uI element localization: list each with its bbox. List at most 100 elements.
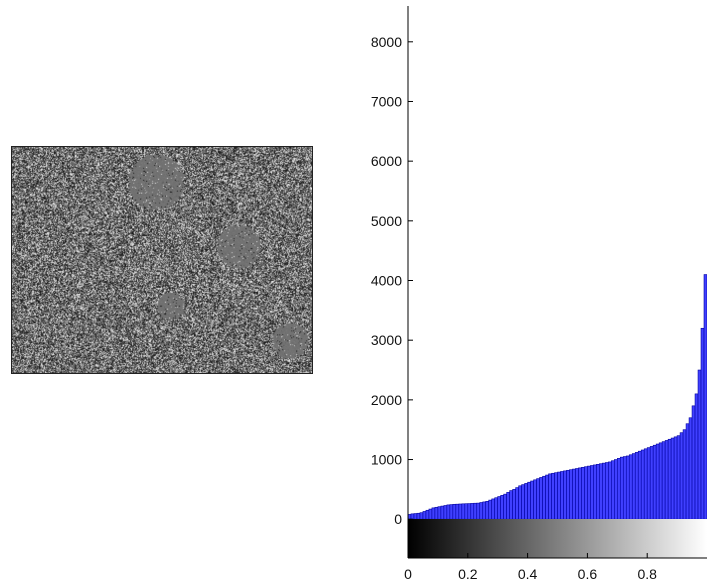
histogram-bar (473, 502, 478, 520)
histogram-bar (464, 503, 469, 520)
histogram-bar (616, 458, 621, 520)
histogram-bar (655, 443, 660, 520)
histogram-bar (446, 504, 451, 520)
histogram-bar (509, 490, 513, 520)
histogram-bar (572, 468, 576, 520)
histogram-bar (611, 460, 615, 520)
x-tick-label: 0 (404, 566, 412, 582)
histogram-bar (652, 444, 657, 520)
histogram-bar (521, 484, 525, 520)
y-tick-label: 0 (394, 511, 402, 527)
x-axis-ticks: 0 0.2 0.4 0.6 0.8 (404, 553, 657, 582)
histogram-bar (494, 497, 498, 520)
histogram-bar (622, 456, 627, 520)
histogram-bar (437, 506, 442, 520)
histogram-bar (422, 511, 427, 520)
histogram-bar (581, 466, 585, 520)
histogram-bar (500, 495, 504, 520)
histogram-bar (640, 449, 645, 520)
y-axis-ticks: 0 1000 2000 3000 4000 5000 6000 7000 8000 (371, 34, 413, 527)
x-tick-label: 0.6 (578, 566, 598, 582)
histogram-bar (587, 465, 591, 520)
histogram-bar (533, 479, 537, 520)
histogram-bar (694, 393, 699, 520)
histogram-bar (530, 480, 534, 520)
histogram-bar (431, 507, 436, 520)
histogram-bar (575, 468, 579, 520)
histogram-bar (685, 423, 690, 520)
histogram-bar (646, 447, 651, 520)
histogram-bar (697, 369, 702, 520)
y-tick-label: 1000 (371, 452, 402, 468)
y-tick-label: 2000 (371, 392, 402, 408)
grayscale-colorbar (408, 519, 707, 558)
histogram-bar (688, 417, 693, 520)
histogram-bar (566, 469, 570, 520)
histogram-bar (676, 435, 681, 520)
histogram-bar (470, 503, 475, 520)
x-tick-label: 0.4 (518, 566, 538, 582)
y-tick-label: 3000 (371, 332, 402, 348)
y-tick-label: 6000 (371, 153, 402, 169)
histogram-bar (625, 455, 630, 520)
histogram-bar (560, 471, 564, 520)
y-tick-label: 4000 (371, 273, 402, 289)
histogram-bar (649, 446, 654, 520)
histogram-bar (643, 448, 648, 520)
histogram-bar (491, 498, 496, 520)
histogram-bar (434, 506, 439, 520)
histogram-bar (605, 462, 609, 520)
histogram-bar (619, 456, 624, 520)
histogram-bar (428, 508, 433, 520)
histogram-bar (634, 452, 639, 520)
histogram-bar (578, 467, 582, 520)
histogram-bar (593, 464, 597, 520)
histogram-bar (497, 496, 501, 520)
histogram-bar (512, 489, 516, 520)
y-tick-label: 5000 (371, 213, 402, 229)
histogram-bar (557, 471, 561, 520)
histogram-bar (524, 483, 528, 520)
histogram-bar (682, 429, 687, 520)
histogram-bar (455, 503, 460, 520)
histogram-bar (449, 504, 454, 520)
y-tick-label: 8000 (371, 34, 402, 50)
y-tick-label: 7000 (371, 93, 402, 109)
histogram-bar (452, 503, 457, 520)
histogram-bar (631, 453, 636, 520)
histogram-bar (554, 472, 558, 520)
grayscale-noise-image (11, 146, 313, 374)
histogram-bar (608, 461, 612, 520)
histogram-bar (443, 505, 448, 520)
histogram-bar (527, 481, 531, 520)
histogram-bar (551, 472, 555, 520)
histogram-bar (700, 327, 705, 520)
histogram-bar (548, 473, 552, 520)
histogram-bar (416, 512, 421, 520)
histogram-bar (545, 474, 549, 520)
histogram-bar (440, 505, 445, 520)
histogram-bar (563, 470, 567, 520)
histogram-bar (515, 487, 519, 520)
histogram-bar (485, 501, 490, 520)
histogram-bar (614, 459, 618, 520)
histogram-bar (628, 454, 633, 520)
histogram-bar (599, 463, 603, 520)
histogram-bar (691, 405, 696, 520)
histogram-bar (542, 475, 546, 520)
histogram-bars (407, 274, 707, 520)
histogram-bar (658, 442, 663, 520)
histogram-bar (670, 437, 675, 520)
histogram-bar (569, 469, 573, 520)
histogram-bar (584, 466, 588, 520)
histogram-bar (461, 503, 466, 520)
histogram-bar (479, 502, 484, 520)
histogram-bar (410, 513, 415, 520)
histogram-bar (503, 493, 507, 520)
histogram-bar (539, 477, 543, 520)
histogram-bar (590, 465, 594, 520)
histogram-bar (536, 478, 540, 520)
histogram-bar (664, 440, 669, 520)
histogram-bar (673, 436, 678, 520)
x-tick-label: 0.2 (458, 566, 478, 582)
